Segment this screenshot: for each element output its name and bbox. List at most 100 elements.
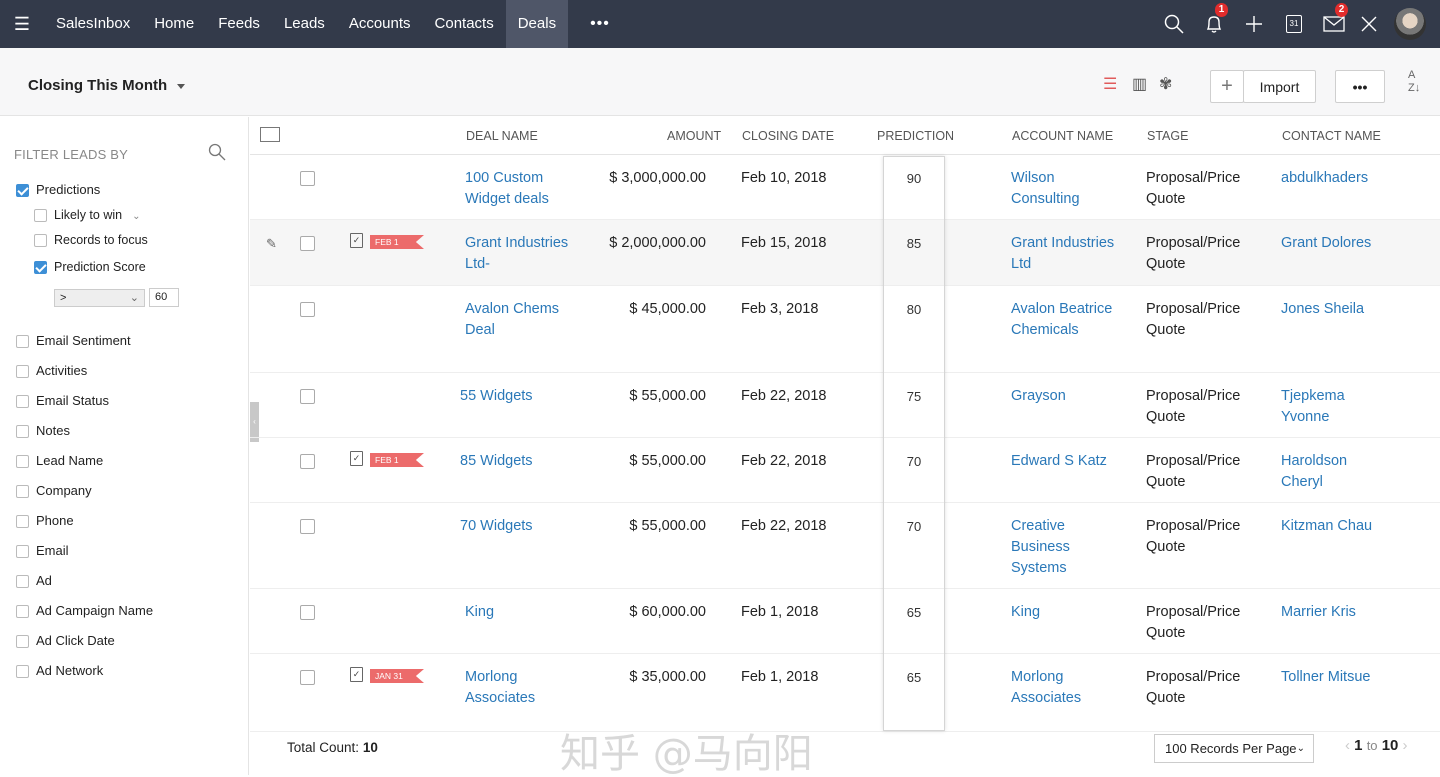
table-row[interactable]: ✓ JAN 31 Morlong Associates $ 35,000.00 Feb …	[250, 654, 1440, 732]
row-checkbox[interactable]	[300, 670, 315, 685]
filter-field[interactable]: Company	[16, 483, 92, 499]
table-row[interactable]: 100 Custom Widget deals $ 3,000,000.00 Feb…	[250, 155, 1440, 220]
contact-name-link[interactable]: Haroldson Cheryl	[1281, 453, 1348, 490]
deal-name-link[interactable]: Avalon Chems Deal	[465, 301, 560, 338]
score-operator-select[interactable]: > ⌄	[54, 289, 145, 307]
nav-contacts[interactable]: Contacts	[434, 15, 494, 32]
contact-name-link[interactable]: abdulkhaders	[1281, 170, 1369, 186]
header-closing-date[interactable]: CLOSING DATE	[742, 129, 835, 143]
header-prediction[interactable]: PREDICTION	[877, 129, 955, 143]
filter-field[interactable]: Activities	[16, 363, 87, 379]
filter-field[interactable]: Notes	[16, 423, 70, 439]
filter-likely-to-win[interactable]: Likely to win ⌄	[34, 208, 141, 223]
kanban-view-icon[interactable]: ▥	[1132, 76, 1148, 93]
deal-name-link[interactable]: Grant Industries Ltd-	[465, 235, 569, 272]
filter-prediction-score[interactable]: Prediction Score	[34, 260, 146, 275]
checkbox[interactable]	[16, 575, 29, 589]
filter-field[interactable]: Ad	[16, 573, 52, 589]
table-row[interactable]: 55 Widgets $ 55,000.00 Feb 22, 2018 75 Grays…	[250, 373, 1440, 438]
row-checkbox[interactable]	[300, 454, 315, 469]
filter-field[interactable]: Lead Name	[16, 453, 103, 469]
checkbox[interactable]	[16, 545, 29, 559]
filter-field[interactable]: Email Status	[16, 393, 109, 409]
nav-more[interactable]: •••	[590, 15, 610, 32]
table-row[interactable]: 70 Widgets $ 55,000.00 Feb 22, 2018 70 Creat…	[250, 503, 1440, 589]
checkbox[interactable]	[16, 605, 29, 619]
checkbox[interactable]	[34, 209, 47, 223]
header-deal-name[interactable]: DEAL NAME	[466, 129, 538, 143]
filter-search-icon[interactable]	[208, 143, 226, 164]
account-name-link[interactable]: Wilson Consulting	[1011, 170, 1080, 207]
filter-field[interactable]: Email Sentiment	[16, 333, 131, 349]
deal-name-link[interactable]: 85 Widgets	[460, 453, 533, 469]
nav-leads[interactable]: Leads	[283, 15, 325, 32]
contact-name-link[interactable]: Marrier Kris	[1281, 604, 1356, 620]
contact-name-link[interactable]: Tollner Mitsue	[1281, 669, 1371, 685]
filter-field[interactable]: Ad Network	[16, 663, 103, 679]
header-contact-name[interactable]: CONTACT NAME	[1282, 129, 1381, 143]
checkbox[interactable]	[16, 485, 29, 499]
records-per-page-select[interactable]: 100 Records Per Page ⌄	[1154, 734, 1314, 763]
deal-name-link[interactable]: King	[465, 604, 495, 620]
sort-icon[interactable]: A Z↓	[1408, 69, 1421, 94]
chevron-down-icon[interactable]: ⌄	[132, 211, 141, 222]
account-name-link[interactable]: Edward S Katz	[1011, 453, 1107, 469]
account-name-link[interactable]: Grant Industries Ltd	[1011, 235, 1115, 272]
contact-name-link[interactable]: Grant Dolores	[1281, 235, 1372, 251]
checkbox[interactable]	[16, 184, 29, 198]
account-name-link[interactable]: Avalon Beatrice Chemicals	[1011, 301, 1113, 338]
search-icon[interactable]	[1154, 0, 1194, 48]
checkbox[interactable]	[34, 234, 47, 248]
column-settings-icon[interactable]	[260, 127, 280, 142]
task-icon[interactable]: ✓	[350, 233, 363, 248]
plus-icon[interactable]	[1234, 0, 1274, 48]
filter-field[interactable]: Ad Click Date	[16, 633, 115, 649]
filter-records-to-focus[interactable]: Records to focus	[34, 233, 148, 248]
account-name-link[interactable]: Grayson	[1011, 388, 1066, 404]
deal-name-link[interactable]: Morlong Associates	[465, 669, 536, 706]
nav-salesinbox[interactable]: SalesInbox	[56, 15, 131, 32]
prediction-view-icon[interactable]: ✾	[1159, 76, 1173, 93]
task-icon[interactable]: ✓	[350, 451, 363, 466]
table-row[interactable]: Avalon Chems Deal $ 45,000.00 Feb 3, 2018 8…	[250, 286, 1440, 373]
row-checkbox[interactable]	[300, 519, 315, 534]
checkbox[interactable]	[16, 635, 29, 649]
account-name-link[interactable]: Creative Business Systems	[1011, 518, 1070, 576]
checkbox[interactable]	[16, 665, 29, 679]
header-account-name[interactable]: ACCOUNT NAME	[1012, 129, 1114, 143]
filter-field[interactable]: Ad Campaign Name	[16, 603, 153, 619]
deal-name-link[interactable]: 55 Widgets	[460, 388, 533, 404]
avatar[interactable]	[1394, 8, 1426, 40]
next-page-icon[interactable]: ›	[1398, 737, 1408, 754]
task-icon[interactable]: ✓	[350, 667, 363, 682]
row-checkbox[interactable]	[300, 171, 315, 186]
list-view-icon[interactable]: ☰	[1103, 76, 1118, 93]
checkbox[interactable]	[16, 455, 29, 469]
row-checkbox[interactable]	[300, 389, 315, 404]
row-checkbox[interactable]	[300, 236, 315, 251]
table-row[interactable]: ✎ ✓ FEB 1 Grant Industries Ltd- $ 2,000,000.…	[250, 220, 1440, 286]
checkbox[interactable]	[34, 261, 47, 275]
nav-deals[interactable]: Deals	[505, 0, 569, 48]
deal-name-link[interactable]: 100 Custom Widget deals	[465, 170, 549, 207]
bell-icon[interactable]: 1	[1194, 0, 1234, 48]
contact-name-link[interactable]: Jones Sheila	[1281, 301, 1365, 317]
table-row[interactable]: ✓ FEB 1 85 Widgets $ 55,000.00 Feb 22, 2018 7…	[250, 438, 1440, 503]
checkbox[interactable]	[16, 395, 29, 409]
contact-name-link[interactable]: Kitzman Chau	[1281, 518, 1373, 534]
prev-page-icon[interactable]: ‹	[1345, 737, 1355, 754]
contact-name-link[interactable]: Tjepkema Yvonne	[1281, 388, 1345, 425]
nav-accounts[interactable]: Accounts	[348, 15, 411, 32]
collapse-sidebar-handle[interactable]: ‹	[250, 402, 259, 442]
calendar-icon[interactable]: 31	[1274, 0, 1314, 48]
filter-field[interactable]: Phone	[16, 513, 74, 529]
checkbox[interactable]	[16, 365, 29, 379]
score-value-input[interactable]: 60	[149, 288, 179, 307]
filter-predictions[interactable]: Predictions	[16, 182, 100, 198]
view-selector[interactable]: Closing This Month	[28, 77, 186, 94]
tools-icon[interactable]	[1354, 0, 1384, 48]
filter-field[interactable]: Email	[16, 543, 69, 559]
nav-home[interactable]: Home	[154, 15, 195, 32]
nav-feeds[interactable]: Feeds	[218, 15, 260, 32]
import-button[interactable]: Import	[1243, 70, 1316, 103]
